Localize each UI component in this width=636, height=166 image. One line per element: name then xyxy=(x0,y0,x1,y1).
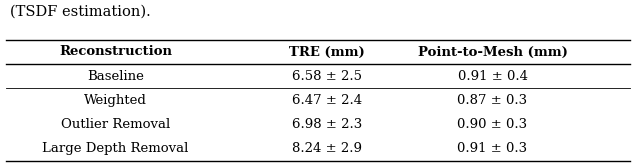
Text: 0.91 ± 0.4: 0.91 ± 0.4 xyxy=(457,70,527,83)
Text: 0.90 ± 0.3: 0.90 ± 0.3 xyxy=(457,118,528,131)
Text: (TSDF estimation).: (TSDF estimation). xyxy=(10,5,150,19)
Text: Reconstruction: Reconstruction xyxy=(59,45,172,58)
Text: 6.58 ± 2.5: 6.58 ± 2.5 xyxy=(293,70,363,83)
Text: Outlier Removal: Outlier Removal xyxy=(61,118,170,131)
Text: 6.98 ± 2.3: 6.98 ± 2.3 xyxy=(292,118,363,131)
Text: Large Depth Removal: Large Depth Removal xyxy=(42,142,189,155)
Text: Weighted: Weighted xyxy=(84,94,147,107)
Text: Point-to-Mesh (mm): Point-to-Mesh (mm) xyxy=(418,45,567,58)
Text: 0.91 ± 0.3: 0.91 ± 0.3 xyxy=(457,142,528,155)
Text: Baseline: Baseline xyxy=(87,70,144,83)
Text: TRE (mm): TRE (mm) xyxy=(289,45,365,58)
Text: 8.24 ± 2.9: 8.24 ± 2.9 xyxy=(293,142,363,155)
Text: 0.87 ± 0.3: 0.87 ± 0.3 xyxy=(457,94,528,107)
Text: 6.47 ± 2.4: 6.47 ± 2.4 xyxy=(293,94,363,107)
